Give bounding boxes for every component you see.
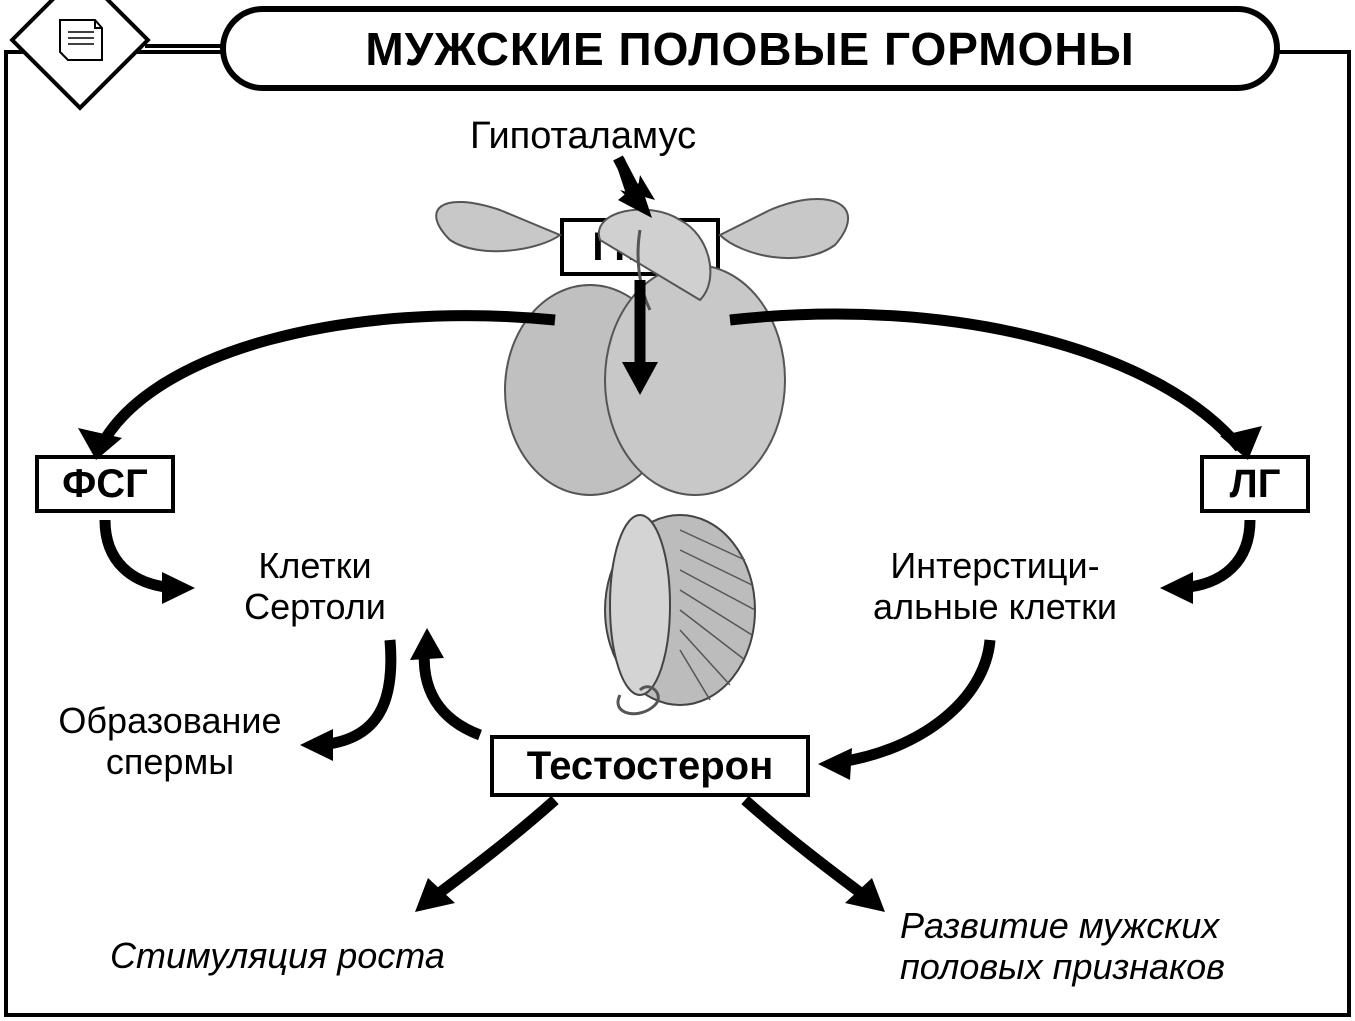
gnrh-box: ГнРГ xyxy=(560,218,720,276)
sertoli-text: КлеткиСертоли xyxy=(244,545,386,627)
page-title: МУЖСКИЕ ПОЛОВЫЕ ГОРМОНЫ xyxy=(365,22,1134,76)
interstitial-text: Интерстици-альные клетки xyxy=(873,545,1117,627)
sperm-label: Образованиеспермы xyxy=(30,700,310,783)
fsh-text: ФСГ xyxy=(62,462,148,507)
lh-text: ЛГ xyxy=(1230,462,1281,507)
diamond-connector xyxy=(145,44,225,48)
gnrh-text: ГнРГ xyxy=(592,225,687,270)
diamond-icon xyxy=(10,0,150,110)
interstitial-label: Интерстици-альные клетки xyxy=(830,545,1160,628)
sperm-text: Образованиеспермы xyxy=(58,700,281,782)
hypothalamus-label: Гипоталамус xyxy=(470,115,696,159)
lh-box: ЛГ xyxy=(1200,455,1310,513)
male-traits-text: Развитие мужскихполовых признаков xyxy=(900,905,1225,987)
male-traits-label: Развитие мужскихполовых признаков xyxy=(900,905,1300,988)
diagram-frame xyxy=(4,50,1351,1017)
fsh-box: ФСГ xyxy=(35,455,175,513)
growth-label: Стимуляция роста xyxy=(110,935,445,976)
title-pill: МУЖСКИЕ ПОЛОВЫЕ ГОРМОНЫ xyxy=(220,6,1280,91)
sertoli-label: КлеткиСертоли xyxy=(205,545,425,628)
testosterone-text: Тестостерон xyxy=(527,744,773,789)
testosterone-box: Тестостерон xyxy=(490,735,810,797)
